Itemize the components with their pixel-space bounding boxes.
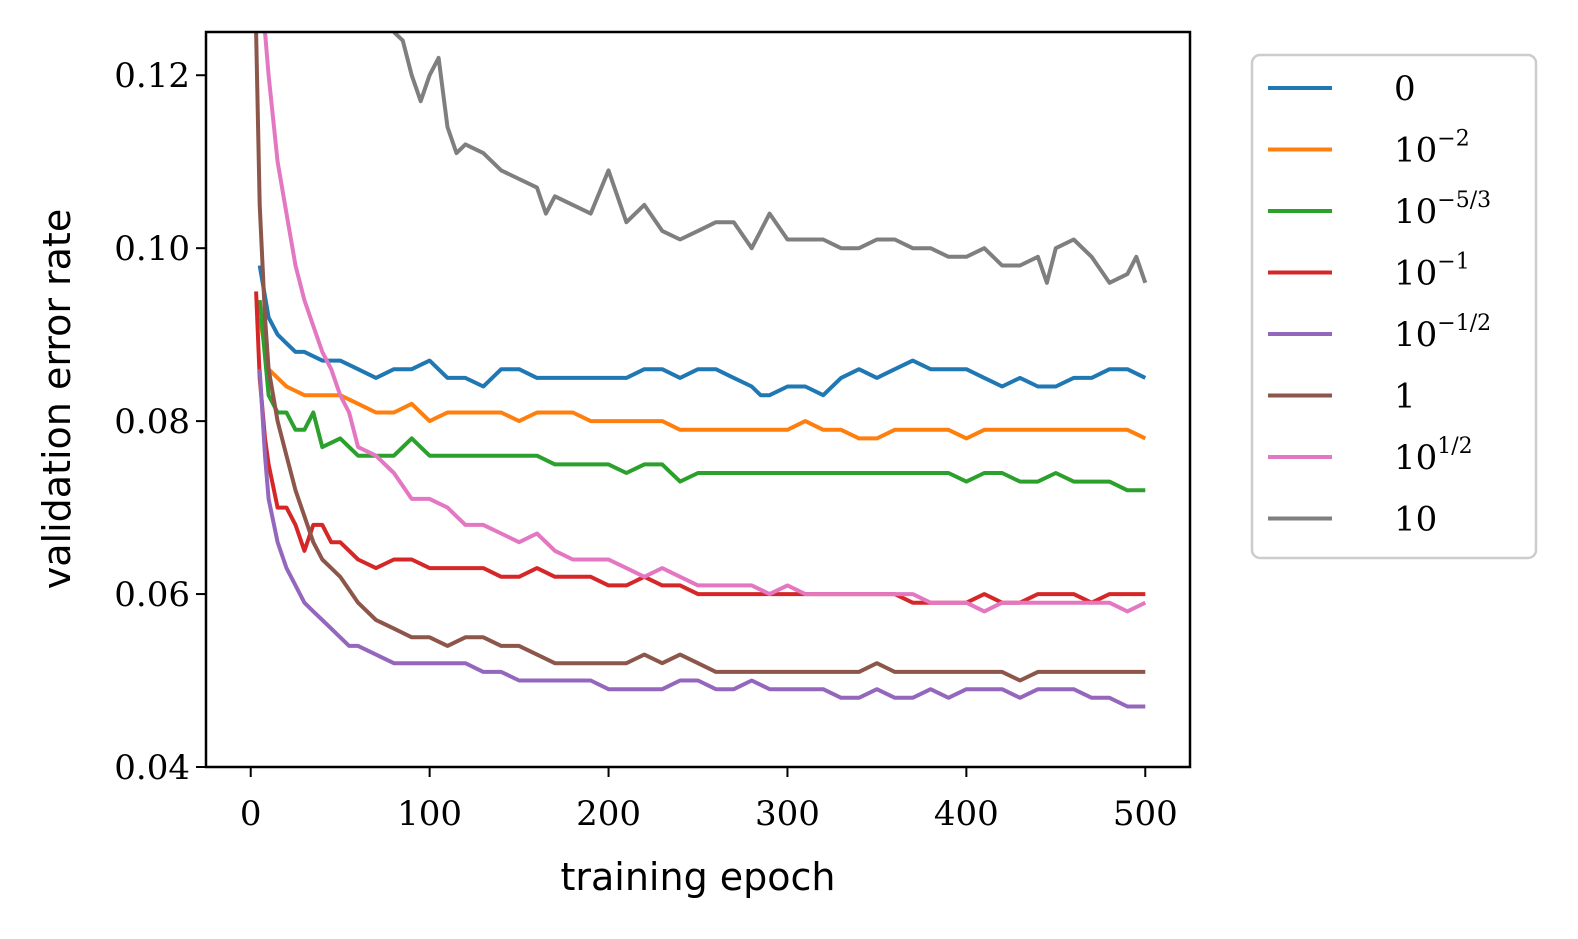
y-tick-label: 0.12 xyxy=(114,56,190,96)
x-tick-label: 100 xyxy=(397,794,462,834)
x-tick-label: 400 xyxy=(934,794,999,834)
x-tick-label: 500 xyxy=(1113,794,1178,834)
legend-label-0: 0 xyxy=(1394,69,1416,109)
legend-label-7: 10 xyxy=(1394,500,1437,540)
series-line-5 xyxy=(254,32,1146,683)
x-tick-label: 0 xyxy=(240,794,262,834)
legend-label-3: 10−1 xyxy=(1394,250,1470,294)
series-line-0 xyxy=(257,265,1147,398)
series-line-4 xyxy=(257,369,1146,709)
y-tick-label: 0.06 xyxy=(114,575,190,615)
legend-frame xyxy=(1250,53,1538,560)
series-line-3 xyxy=(254,291,1146,605)
y-tick-label: 0.04 xyxy=(114,748,190,788)
y-tick-label: 0.08 xyxy=(114,402,190,442)
plot-area-frame xyxy=(204,30,1192,769)
series-line-6 xyxy=(263,32,1147,614)
y-axis: 0.04 0.06 0.08 0.10 0.12 xyxy=(114,56,206,788)
legend: 0 10−2 10−5/3 10−1 10−1/2 1 101/2 10 xyxy=(1250,53,1538,560)
x-tick-label: 200 xyxy=(576,794,641,834)
series-line-1 xyxy=(257,317,1147,441)
y-tick-label: 0.10 xyxy=(114,229,190,269)
legend-label-5: 1 xyxy=(1394,377,1416,417)
x-axis-label: training epoch xyxy=(560,855,835,899)
series-layer xyxy=(254,32,1148,709)
series-line-7 xyxy=(392,32,1148,285)
y-axis-label: validation error rate xyxy=(35,209,79,589)
x-axis: 0 100 200 300 400 500 xyxy=(240,767,1178,834)
legend-label-1: 10−2 xyxy=(1394,127,1470,171)
x-tick-label: 300 xyxy=(755,794,820,834)
legend-label-4: 10−1/2 xyxy=(1394,311,1491,355)
legend-label-6: 101/2 xyxy=(1394,434,1473,478)
legend-label-2: 10−5/3 xyxy=(1394,188,1491,232)
series-line-2 xyxy=(257,299,1146,493)
